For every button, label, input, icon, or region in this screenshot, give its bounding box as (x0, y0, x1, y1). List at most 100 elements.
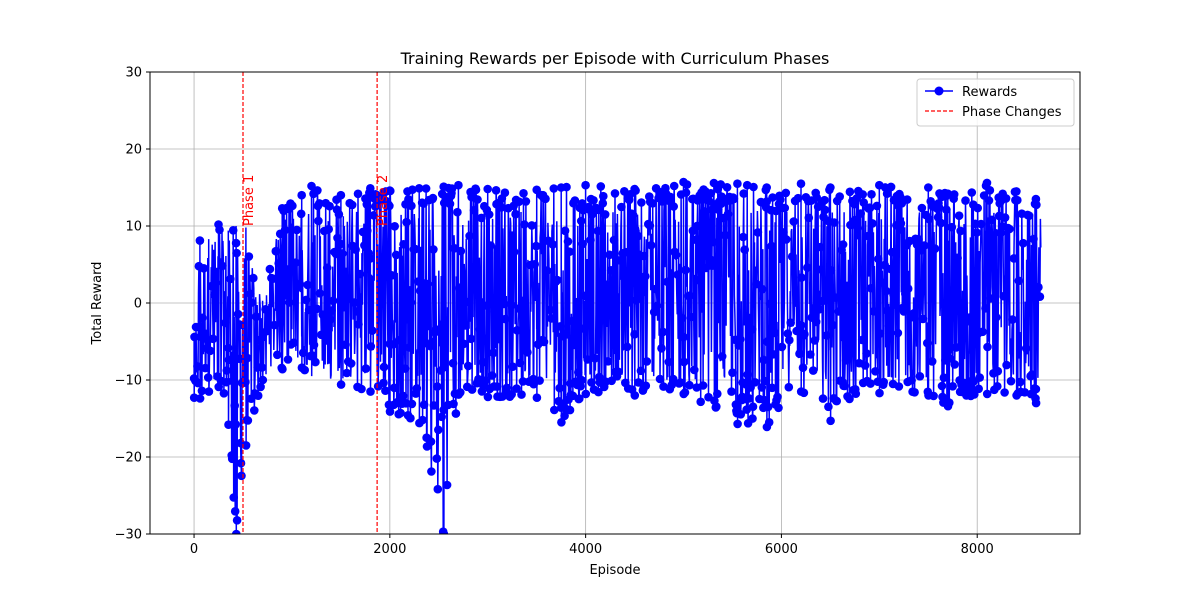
reward-point (339, 302, 349, 312)
reward-point (509, 247, 519, 257)
reward-point (475, 325, 485, 334)
reward-point (435, 327, 444, 336)
reward-point (937, 381, 947, 391)
reward-point (924, 183, 933, 192)
reward-point (945, 398, 954, 408)
reward-point (291, 258, 300, 268)
reward-point (917, 203, 927, 213)
reward-point (752, 279, 761, 289)
reward-point (799, 388, 809, 398)
reward-point (508, 362, 517, 372)
reward-point (482, 301, 492, 310)
reward-point (270, 320, 279, 330)
reward-point (685, 291, 695, 301)
reward-point (651, 284, 660, 294)
reward-point (712, 402, 721, 411)
reward-point (300, 365, 310, 375)
reward-point (487, 371, 497, 380)
reward-point (1014, 276, 1024, 286)
reward-point (774, 403, 783, 413)
reward-point (787, 252, 797, 261)
reward-point (767, 383, 777, 393)
reward-point (844, 297, 854, 307)
reward-point (795, 349, 804, 359)
reward-point (681, 188, 691, 197)
reward-point (224, 420, 233, 430)
reward-point (918, 314, 928, 324)
x-tick-label: 2000 (373, 542, 406, 557)
reward-point (301, 295, 311, 305)
reward-point (765, 299, 775, 309)
phase-label-1: Phase 1 (242, 175, 257, 226)
reward-point (254, 335, 264, 345)
reward-point (1009, 254, 1019, 263)
reward-point (946, 354, 955, 363)
reward-point (366, 254, 375, 263)
reward-point (204, 387, 214, 396)
reward-point (219, 389, 229, 398)
reward-point (694, 275, 703, 285)
reward-point (460, 321, 470, 330)
phase-lines: Phase 1 Phase 2 (242, 72, 391, 534)
reward-point (673, 270, 682, 280)
reward-point (867, 190, 876, 199)
reward-point (351, 245, 360, 254)
reward-point (717, 352, 727, 361)
reward-point (429, 245, 438, 254)
reward-point (828, 320, 838, 330)
reward-point (645, 221, 655, 230)
reward-point (820, 205, 830, 215)
reward-point (429, 401, 439, 410)
reward-point (707, 261, 717, 271)
reward-point (753, 228, 763, 237)
reward-point (923, 338, 932, 348)
reward-point (426, 437, 436, 446)
reward-point (583, 355, 592, 364)
reward-point (889, 290, 898, 300)
reward-point (298, 348, 308, 358)
reward-point (550, 405, 559, 415)
reward-point (1029, 234, 1038, 244)
reward-point (570, 196, 580, 205)
reward-point (877, 278, 887, 287)
reward-point (907, 376, 916, 385)
reward-point (760, 395, 769, 405)
reward-point (610, 189, 620, 198)
reward-point (391, 250, 401, 260)
reward-point (201, 363, 210, 373)
reward-point (808, 366, 818, 375)
reward-point (501, 314, 510, 324)
reward-point (813, 265, 822, 274)
reward-point (903, 284, 913, 294)
reward-point (414, 184, 424, 193)
reward-point (978, 327, 987, 337)
reward-point (866, 379, 875, 388)
reward-point (531, 241, 541, 251)
reward-point (511, 209, 520, 219)
reward-point (671, 250, 681, 260)
reward-point (982, 389, 992, 399)
reward-point (557, 331, 567, 341)
reward-point (324, 224, 334, 234)
reward-point (407, 201, 416, 211)
reward-point (927, 357, 937, 366)
reward-point (230, 507, 240, 516)
reward-point (229, 493, 238, 502)
reward-point (899, 307, 909, 316)
reward-point (532, 393, 542, 403)
reward-point (811, 317, 821, 327)
reward-point (657, 344, 666, 353)
reward-point (744, 394, 754, 403)
reward-point (789, 217, 798, 226)
reward-point (762, 183, 771, 192)
reward-point (295, 279, 305, 289)
reward-point (760, 376, 770, 386)
reward-point (967, 188, 977, 197)
reward-point (517, 390, 526, 399)
reward-point (679, 357, 689, 367)
reward-point (445, 199, 455, 209)
reward-point (942, 205, 951, 214)
reward-point (783, 329, 793, 338)
reward-point (720, 230, 730, 240)
reward-point (342, 368, 352, 378)
